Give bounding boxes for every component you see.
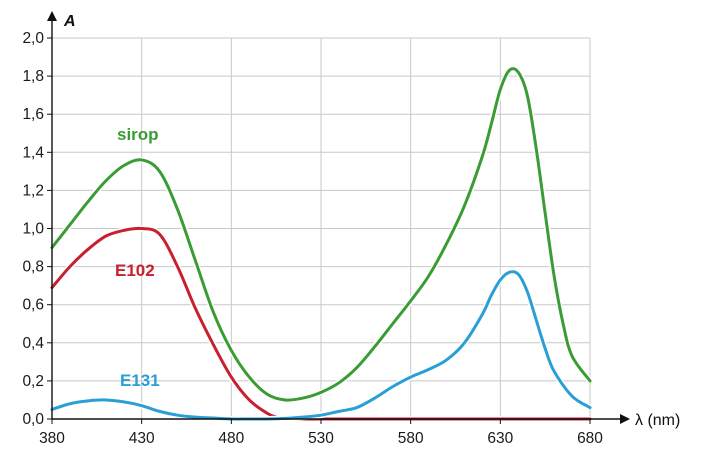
y-tick-label: 1,8 [22,68,44,85]
y-tick-label: 1,0 [22,221,44,238]
x-tick-label: 630 [487,430,513,447]
x-axis-title: λ (nm) [635,412,680,429]
y-tick-label: 1,6 [22,106,44,123]
series-label-sirop: sirop [117,125,159,144]
y-axis-arrow-icon [47,11,57,21]
y-tick-label: 0,2 [22,373,44,390]
y-tick-label: 0,8 [22,259,44,276]
y-tick-label: 2,0 [22,30,44,47]
series-line-e131 [50,270,592,421]
series-label-e102: E102 [115,261,155,280]
series-label-e131: E131 [120,371,160,390]
y-tick-label: 1,2 [22,182,44,199]
series-line-sirop [50,67,592,402]
y-axis-title: A [63,13,76,30]
x-tick-label: 380 [39,430,65,447]
x-axis-arrow-icon [620,414,630,424]
x-tick-label: 680 [577,430,603,447]
series-labels: sirop E102 E131 [115,125,160,390]
y-tick-label: 0,4 [22,335,44,352]
x-tick-label: 580 [398,430,424,447]
series-curves [49,65,593,423]
axes [47,11,630,424]
y-tick-label: 0,6 [22,297,44,314]
x-tick-label: 430 [129,430,155,447]
x-tick-label: 480 [218,430,244,447]
y-tick-label: 1,4 [22,144,44,161]
x-tick-label: 530 [308,430,334,447]
y-tick-label: 0,0 [22,411,44,428]
tick-labels: 380 430 480 530 580 630 680 0,0 0,2 0,4 0,6 0,8 1,0 1… [22,30,603,447]
